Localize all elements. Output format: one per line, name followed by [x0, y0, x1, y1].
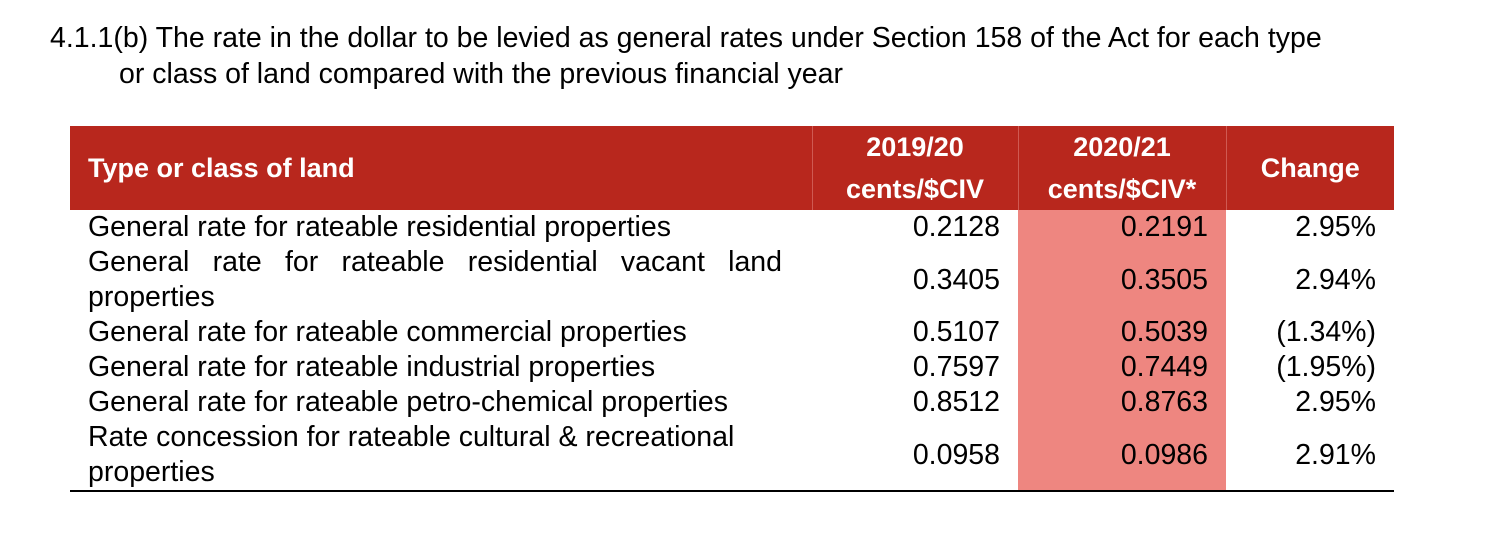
row-type-cell: General rate for rateable industrial pro…	[88, 351, 656, 383]
table-row: General rate for rateable residential pr…	[70, 210, 1394, 245]
table-row: Rate concession for rateable cultural & …	[70, 420, 1394, 492]
row-change-cell: 2.95%	[1295, 386, 1376, 418]
row-2020-21-cell: 0.7449	[1018, 350, 1226, 385]
header-type-or-class: Type or class of land	[70, 126, 812, 210]
row-change-cell: 2.91%	[1226, 420, 1394, 492]
header-row-1: Type or class of land 2019/20 2020/21 Ch…	[70, 126, 1394, 210]
table-row: General rate for rateable residential va…	[70, 245, 1394, 315]
row-2019-20-cell: 0.7597	[912, 351, 1000, 383]
row-type-cell: Rate concession for rateable cultural & …	[70, 420, 812, 492]
table-row: General rate for rateable petro-chemical…	[70, 385, 1394, 420]
row-change-cell: 2.94%	[1295, 263, 1376, 296]
row-change-cell: (1.95%)	[1276, 351, 1376, 383]
table-row: General rate for rateable commercial pro…	[70, 315, 1394, 350]
heading-line-1: 4.1.1(b) The rate in the dollar to be le…	[50, 22, 1322, 54]
header-row-2: cents/$CIV cents/$CIV*	[70, 168, 1394, 210]
row-type-cell: General rate for rateable petro-chemical…	[88, 386, 728, 418]
row-2019-20-cell: 0.2128	[912, 211, 1000, 243]
table-header: Type or class of land 2019/20 2020/21 Ch…	[70, 126, 1394, 210]
header-2020-21-unit: cents/$CIV*	[1017, 168, 1226, 210]
row-2019-20-cell: 0.0958	[812, 420, 1018, 492]
row-2020-21-cell: 0.5039	[1018, 315, 1226, 350]
header-2019-20-year: 2019/20	[811, 126, 1018, 168]
row-2020-21-cell: 0.8763	[1018, 385, 1226, 420]
row-2020-21-cell: 0.0986	[1018, 420, 1226, 492]
row-2019-20-cell: 0.3405	[912, 263, 1000, 296]
heading-line-2: or class of land compared with the previ…	[119, 58, 843, 90]
general-rates-table: Type or class of land 2019/20 2020/21 Ch…	[70, 126, 1394, 492]
row-change-cell: 2.95%	[1295, 211, 1376, 243]
row-type-cell: General rate for rateable commercial pro…	[88, 316, 687, 348]
header-2019-20-unit: cents/$CIV	[811, 168, 1018, 210]
section-heading: 4.1.1(b) The rate in the dollar to be le…	[50, 20, 1480, 92]
header-change: Change	[1225, 126, 1394, 210]
row-type-cell: General rate for rateable residential va…	[88, 246, 782, 313]
header-2020-21-year: 2020/21	[1017, 126, 1226, 168]
row-2020-21-cell: 0.2191	[1018, 210, 1226, 245]
row-type-cell: General rate for rateable residential pr…	[88, 211, 671, 243]
row-2020-21-cell: 0.3505	[1018, 245, 1226, 315]
row-2019-20-cell: 0.5107	[912, 316, 1000, 348]
table-row: General rate for rateable industrial pro…	[70, 350, 1394, 385]
row-2019-20-cell: 0.8512	[912, 386, 1000, 418]
table-body: General rate for rateable residential pr…	[70, 210, 1394, 492]
row-change-cell: (1.34%)	[1276, 316, 1376, 348]
